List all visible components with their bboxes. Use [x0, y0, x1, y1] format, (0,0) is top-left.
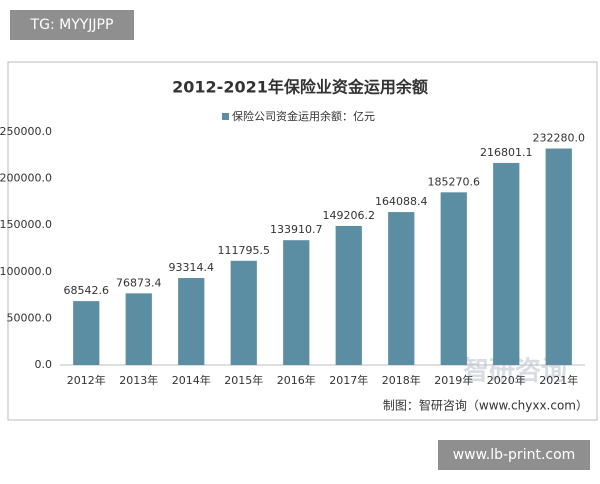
value-label: 216801.1: [480, 146, 533, 159]
x-tick-label: 2014年: [172, 373, 211, 387]
x-tick-label: 2017年: [329, 373, 368, 387]
y-tick-label: 50000.0: [7, 311, 53, 324]
badge-top: TG: MYYJJPP: [30, 17, 114, 33]
bar: [230, 260, 257, 365]
value-label: 111795.5: [218, 244, 271, 257]
value-label: 76873.4: [116, 276, 162, 289]
value-label: 93314.4: [169, 261, 215, 274]
bar: [493, 162, 520, 365]
bar: [335, 225, 362, 365]
y-tick-label: 150000.0: [0, 218, 52, 231]
x-tick-label: 2012年: [67, 373, 106, 387]
legend-swatch: [222, 113, 229, 120]
bar: [125, 293, 152, 365]
value-label: 185270.6: [428, 175, 481, 188]
x-tick-label: 2021年: [539, 373, 578, 387]
x-tick-label: 2015年: [224, 373, 263, 387]
badge-bottom: www.lb-print.com: [453, 447, 576, 463]
x-tick-label: 2016年: [277, 373, 316, 387]
source-note: 制图：智研咨询（www.chyxx.com）: [383, 398, 588, 413]
value-label: 149206.2: [323, 209, 376, 222]
badge-bg: [438, 440, 590, 470]
badge-bg: [10, 10, 134, 40]
bar: [388, 212, 415, 365]
x-tick-label: 2020年: [487, 373, 526, 387]
chart-title: 2012-2021年保险业资金运用余额: [172, 78, 428, 97]
bar: [178, 278, 205, 365]
bar: [73, 301, 100, 365]
bar: [545, 148, 572, 365]
value-label: 133910.7: [270, 223, 323, 236]
y-tick-label: 0.0: [35, 358, 53, 371]
bar: [283, 240, 310, 365]
x-tick-label: 2019年: [434, 373, 473, 387]
bar: [440, 192, 467, 365]
y-tick-label: 250000.0: [0, 125, 52, 138]
x-tick-label: 2018年: [382, 373, 421, 387]
value-label: 68542.6: [64, 284, 110, 297]
legend-label: 保险公司资金运用余额：亿元: [232, 109, 375, 123]
value-label: 164088.4: [375, 195, 428, 208]
value-label: 232280.0: [533, 132, 586, 145]
x-tick-label: 2013年: [119, 373, 158, 387]
y-tick-label: 200000.0: [0, 172, 52, 185]
y-tick-label: 100000.0: [0, 265, 52, 278]
